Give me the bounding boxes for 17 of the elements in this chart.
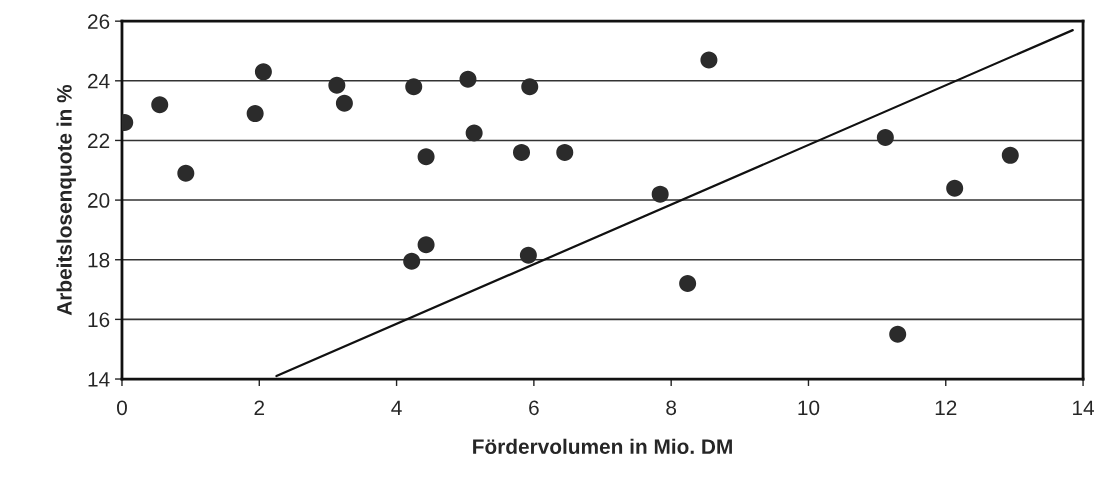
y-tick-label: 14 [88,372,110,387]
x-tick-label: 10 [798,400,820,416]
y-tick-label: 22 [88,133,110,148]
y-tick-label: 20 [88,193,110,208]
x-tick-label: 0 [117,400,127,416]
y-tick-label: 24 [88,73,110,89]
x-tick-label: 14 [1073,400,1094,415]
y-tick-label: 26 [88,14,110,29]
x-axis-title: Fördervolumen in Mio. DM [473,438,732,455]
y-axis-title: Arbeitslosenquote in % [56,84,76,316]
x-tick-label: 2 [254,400,265,415]
x-tick-label: 12 [935,400,957,415]
y-tick-label: 16 [88,312,110,328]
x-tick-label: 6 [529,400,539,416]
x-tick-label: 4 [391,400,402,415]
x-tick-label: 8 [666,400,677,416]
y-tick-label: 18 [88,252,110,268]
